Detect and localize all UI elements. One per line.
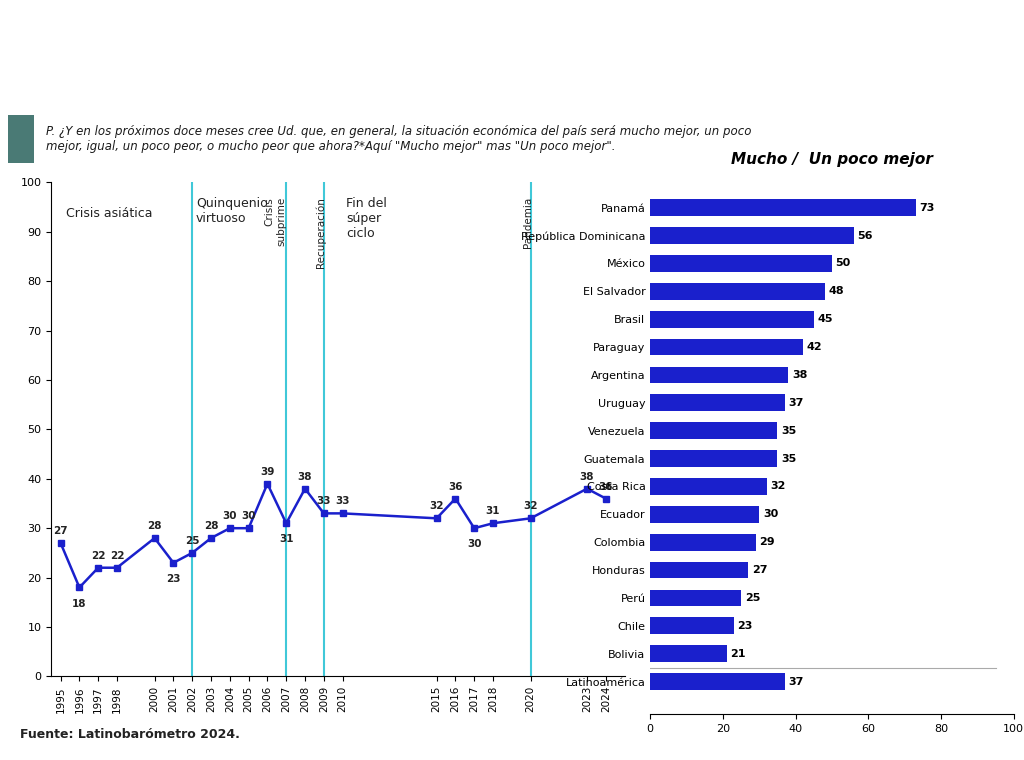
Text: 23: 23 — [737, 621, 753, 631]
Text: 25: 25 — [185, 536, 200, 546]
Text: 32: 32 — [523, 502, 538, 511]
Text: 38: 38 — [298, 472, 312, 482]
Text: 39: 39 — [260, 467, 274, 477]
Bar — [650, 227, 854, 244]
Text: 32: 32 — [770, 481, 785, 492]
Bar — [650, 673, 784, 690]
Text: 37: 37 — [788, 397, 804, 408]
Text: 25: 25 — [744, 593, 760, 603]
Text: 35: 35 — [781, 426, 797, 435]
Text: 32: 32 — [429, 502, 443, 511]
Bar — [650, 478, 767, 495]
Text: 36: 36 — [449, 482, 463, 492]
Text: 27: 27 — [752, 565, 768, 575]
Text: 30: 30 — [467, 540, 481, 549]
Bar — [650, 423, 777, 439]
Text: 73: 73 — [920, 203, 935, 213]
Text: 37: 37 — [788, 676, 804, 686]
Text: 48: 48 — [828, 287, 844, 296]
Bar — [650, 394, 784, 411]
Bar — [650, 339, 803, 356]
Text: 36: 36 — [599, 482, 613, 492]
Text: 30: 30 — [242, 511, 256, 521]
Text: 28: 28 — [147, 521, 162, 531]
Text: 28: 28 — [204, 521, 218, 531]
Bar — [650, 534, 756, 550]
Text: 30: 30 — [222, 511, 238, 521]
Text: SITUACIÓN ECONÓMICA FUTURA DEL PAÍS: SITUACIÓN ECONÓMICA FUTURA DEL PAÍS — [18, 17, 638, 44]
Text: Crisis asiática: Crisis asiática — [67, 207, 153, 220]
Text: 30: 30 — [763, 509, 778, 519]
Bar — [650, 590, 741, 606]
Text: Crisis
subprime: Crisis subprime — [264, 197, 287, 246]
Text: 29: 29 — [760, 537, 775, 547]
Text: Fin del
súper
ciclo: Fin del súper ciclo — [346, 197, 387, 240]
Text: 18: 18 — [72, 599, 87, 609]
Text: 31: 31 — [485, 506, 501, 516]
Bar — [650, 617, 734, 634]
Text: 33: 33 — [336, 496, 350, 506]
Bar — [650, 366, 788, 383]
Text: 38: 38 — [580, 472, 594, 482]
Text: Quinquenio
virtuoso: Quinquenio virtuoso — [196, 197, 267, 225]
Text: 45: 45 — [817, 314, 833, 325]
Bar — [650, 311, 814, 328]
Bar — [650, 645, 727, 662]
Text: 23: 23 — [166, 574, 180, 584]
Text: P. ¿Y en los próximos doce meses cree Ud. que, en general, la situación económic: P. ¿Y en los próximos doce meses cree Ud… — [46, 125, 752, 153]
Text: Recuperación: Recuperación — [315, 197, 326, 268]
Text: 56: 56 — [857, 230, 872, 241]
Bar — [650, 199, 915, 216]
Text: 35: 35 — [781, 454, 797, 464]
Text: TOTAL LATINOAMÉRICA 1995 – 2024 - TOTAL POR PAÍS 2024: TOTAL LATINOAMÉRICA 1995 – 2024 - TOTAL … — [18, 74, 620, 92]
Title: Mucho /  Un poco mejor: Mucho / Un poco mejor — [731, 152, 933, 166]
Bar — [650, 506, 760, 523]
Text: Fuente: Latinobarómetro 2024.: Fuente: Latinobarómetro 2024. — [20, 728, 241, 741]
Text: 22: 22 — [91, 551, 105, 561]
Bar — [650, 562, 749, 578]
Bar — [650, 283, 824, 299]
Text: 31: 31 — [279, 534, 294, 544]
Text: 21: 21 — [730, 648, 745, 659]
Text: 50: 50 — [836, 258, 851, 268]
Bar — [650, 255, 831, 272]
Text: 42: 42 — [807, 342, 822, 352]
Text: Pandemia: Pandemia — [522, 197, 532, 249]
Bar — [650, 450, 777, 467]
Text: 33: 33 — [316, 496, 331, 506]
Text: 22: 22 — [110, 551, 124, 561]
Text: 38: 38 — [792, 370, 807, 380]
FancyBboxPatch shape — [8, 115, 34, 163]
Text: 27: 27 — [53, 526, 68, 536]
